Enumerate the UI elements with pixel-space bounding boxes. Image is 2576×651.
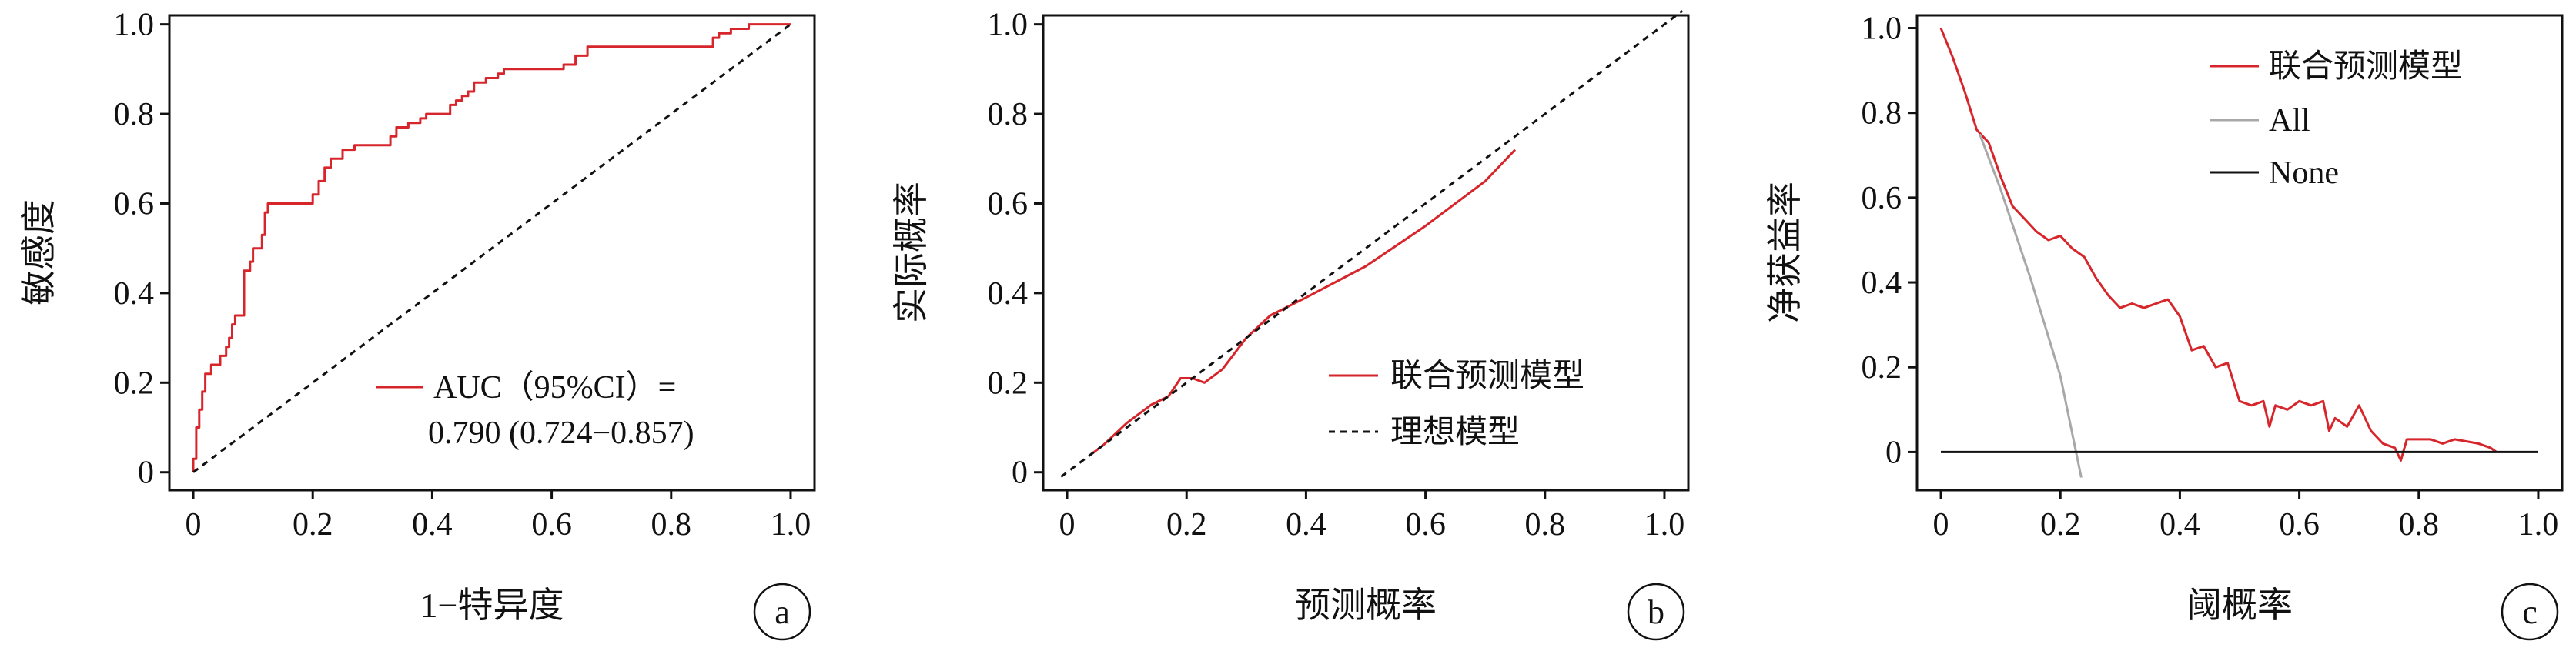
- legend: 联合预测模型 理想模型: [1329, 359, 1584, 450]
- legend: 联合预测模型 All None: [2210, 49, 2463, 191]
- panel-label: a: [753, 583, 811, 641]
- x-tick-label: 0.8: [2399, 507, 2440, 542]
- y-tick-label: 0.2: [1862, 350, 1902, 386]
- y-tick-label: 0.6: [1862, 181, 1902, 216]
- panel-label-text: b: [1648, 593, 1664, 631]
- x-tick-label: 0.4: [1286, 507, 1326, 542]
- panel-label: b: [1627, 583, 1685, 641]
- series-line-ideal: [1060, 10, 1684, 478]
- y-tick-label: 0.8: [114, 97, 155, 132]
- x-tick-label: 0.8: [1525, 507, 1566, 542]
- x-tick-label: 1.0: [771, 507, 811, 542]
- x-tick-label: 0: [186, 507, 202, 542]
- x-tick-label: 0.2: [293, 507, 333, 542]
- x-tick-label: 0.2: [1166, 507, 1207, 542]
- y-tick-label: 1.0: [988, 8, 1029, 43]
- y-tick-label: 0.8: [988, 97, 1029, 132]
- series-line-model: [1939, 27, 2497, 462]
- x-axis-label: 阈概率: [2186, 586, 2293, 625]
- x-tick-label: 0.4: [2159, 507, 2200, 542]
- y-tick-label: 0.4: [988, 276, 1029, 312]
- y-tick-label: 0: [1012, 456, 1028, 491]
- plot-frame: [1915, 14, 2564, 492]
- y-tick-label: 0.8: [1862, 96, 1902, 132]
- legend-auc-line-1: AUC（95%CI）=: [433, 370, 676, 406]
- x-tick-label: 0.6: [2279, 507, 2320, 542]
- panel-label-text: a: [774, 593, 790, 631]
- x-tick-label: 0.8: [651, 507, 692, 542]
- y-tick-label: 0: [1885, 435, 1902, 470]
- x-tick-label: 0.6: [531, 507, 572, 542]
- calibration-panel: 0 0.2 0.4 0.6 0.8 1.0 0 0.2 0.4 0.6 0.8 1.0 预测概率 实际…: [892, 8, 1690, 641]
- x-tick-label: 1.0: [2518, 507, 2559, 542]
- x-axis-label: 预测概率: [1295, 586, 1437, 625]
- panel-label-circle: [1627, 583, 1685, 641]
- x-axis-label: 1−特异度: [420, 586, 564, 625]
- legend-label-model: 联合预测模型: [1390, 359, 1584, 394]
- y-tick-label: 0.4: [114, 276, 155, 312]
- y-tick-label: 0.4: [1862, 265, 1902, 301]
- y-tick-label: 1.0: [114, 8, 155, 43]
- x-tick-label: 0.4: [412, 507, 453, 542]
- plot-frame: [168, 14, 816, 492]
- plot-frame: [1042, 14, 1690, 492]
- y-tick-label: 0.2: [988, 366, 1029, 401]
- series-line-model: [192, 23, 791, 472]
- panel-label-circle: [2501, 583, 2559, 641]
- x-tick-label: 0.6: [1405, 507, 1446, 542]
- series-line-all: [1979, 133, 2083, 478]
- panel-label-circle: [753, 583, 811, 641]
- legend-label-model: 联合预测模型: [2269, 49, 2463, 85]
- y-axis-label: 实际概率: [892, 182, 931, 323]
- x-tick-label: 0: [1933, 507, 1949, 542]
- y-tick-label: 0.6: [114, 186, 155, 222]
- x-tick-label: 0: [1059, 507, 1076, 542]
- x-tick-label: 1.0: [1644, 507, 1685, 542]
- y-tick-label: 0.2: [114, 366, 155, 401]
- legend-label-none: None: [2269, 155, 2339, 191]
- y-axis-label: 敏感度: [19, 199, 59, 305]
- legend-label-ideal: 理想模型: [1390, 415, 1520, 450]
- roc-panel: 0 0.2 0.4 0.6 0.8 1.0 0 0.2 0.4 0.6 0.8 1.0 1−特异度 敏…: [19, 8, 816, 641]
- y-tick-label: 0: [138, 456, 154, 491]
- y-axis-label: 净获益率: [1765, 182, 1805, 323]
- series-line-model: [1090, 149, 1517, 456]
- y-tick-label: 1.0: [1862, 12, 1902, 47]
- legend-label-all: All: [2269, 103, 2310, 139]
- panel-label-text: c: [2522, 593, 2538, 631]
- decision-curve-panel: 0 0.2 0.4 0.6 0.8 1.0 0 0.2 0.4 0.6 0.8 1.0 阈概率 净获益…: [1765, 12, 2564, 641]
- series-line-ideal: [192, 23, 791, 473]
- panel-label: c: [2501, 583, 2559, 641]
- x-tick-label: 0.2: [2040, 507, 2081, 542]
- legend: AUC（95%CI）= 0.790 (0.724−0.857): [376, 370, 694, 451]
- y-tick-label: 0.6: [988, 186, 1029, 222]
- legend-auc-line-2: 0.790 (0.724−0.857): [428, 416, 694, 451]
